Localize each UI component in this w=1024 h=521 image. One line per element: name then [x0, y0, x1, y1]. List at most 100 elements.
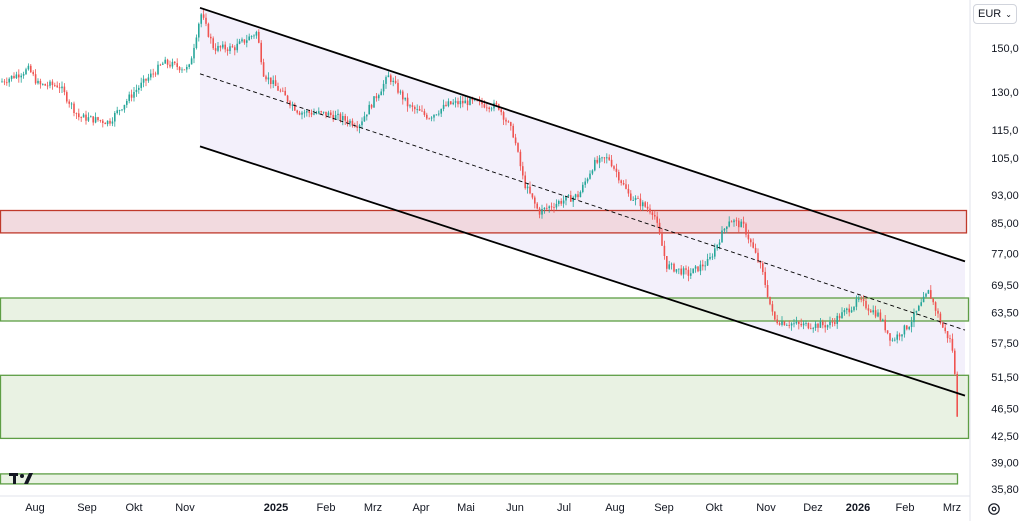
tradingview-logo[interactable] — [8, 470, 40, 486]
candle — [543, 207, 546, 214]
x-tick-label: 2026 — [846, 502, 870, 514]
candle — [171, 58, 174, 69]
candle — [565, 196, 567, 206]
candle-body — [937, 310, 939, 314]
candle-body — [274, 80, 277, 86]
candle-body — [260, 42, 262, 63]
y-tick-label: 39,00 — [991, 458, 1019, 470]
candle-body — [752, 242, 754, 248]
candle — [872, 305, 874, 315]
candle-body — [51, 81, 54, 86]
candle — [687, 266, 690, 282]
candle — [421, 105, 423, 112]
candle — [85, 110, 87, 125]
candle-body — [574, 194, 577, 198]
y-tick-label: 77,00 — [991, 248, 1019, 260]
candle — [884, 315, 886, 333]
channel-lines[interactable] — [199, 6, 966, 397]
candle-body — [668, 264, 670, 269]
candle-body — [279, 90, 282, 92]
candle — [538, 206, 541, 219]
candle-body — [889, 333, 891, 341]
candle — [711, 253, 714, 260]
candle-body — [613, 166, 615, 169]
candle-body — [214, 48, 217, 51]
candle-body — [771, 304, 774, 312]
candle — [162, 61, 164, 65]
candle-body — [140, 82, 142, 88]
candle — [320, 110, 322, 115]
candle — [351, 118, 354, 128]
candle-body — [750, 239, 752, 243]
candle — [363, 111, 366, 122]
candle-body — [548, 206, 550, 209]
candle — [229, 43, 231, 54]
candle-body — [54, 85, 56, 86]
candle — [183, 69, 186, 71]
candle-body — [553, 207, 555, 208]
candle — [327, 110, 330, 116]
candle-body — [716, 244, 718, 249]
candle — [411, 102, 414, 112]
candle-body — [524, 175, 526, 189]
candle-body — [46, 85, 49, 87]
candle-body — [310, 112, 313, 115]
candle-body — [894, 339, 896, 341]
candle — [358, 123, 361, 134]
candle-body — [286, 95, 289, 102]
candle-body — [294, 104, 296, 111]
candle — [529, 181, 531, 195]
candle-body — [740, 221, 742, 228]
candle-body — [219, 45, 222, 48]
y-tick-label: 42,50 — [991, 431, 1019, 443]
x-tick-label: Feb — [317, 502, 336, 514]
x-tick-label: Nov — [175, 502, 195, 514]
candle — [649, 204, 651, 215]
candle-body — [879, 312, 882, 321]
candle-body — [531, 193, 534, 198]
candle-body — [675, 269, 678, 272]
candles — [1, 9, 958, 417]
candle — [584, 177, 586, 188]
candle — [423, 108, 426, 117]
y-axis-ticks[interactable]: 150,0 130,0 115,0 105,0 93,00 85,00 77,00 69,50… — [991, 43, 1019, 496]
candle — [956, 371, 958, 417]
candle-body — [193, 47, 195, 59]
candle — [694, 265, 697, 273]
candle — [740, 219, 742, 228]
candle-body — [207, 23, 210, 37]
candle-body — [867, 308, 870, 311]
x-axis-ticks[interactable]: Aug Sep Okt Nov 2025 Feb Mrz Apr Mai Jun Jul Aug Sep… — [25, 502, 961, 514]
candle-body — [877, 312, 879, 317]
candle-body — [200, 14, 202, 24]
candle-body — [634, 198, 637, 200]
settings-button[interactable] — [985, 500, 1003, 518]
candle — [174, 61, 176, 66]
candle-body — [481, 100, 483, 105]
candle — [457, 97, 459, 108]
candle-body — [555, 203, 558, 208]
candle-body — [543, 207, 546, 209]
candle — [80, 116, 82, 122]
candle-body — [956, 373, 958, 417]
candle — [678, 268, 680, 275]
zone-red-0 — [0, 209, 968, 234]
candle-body — [654, 215, 656, 217]
candle-body — [39, 80, 42, 85]
candle — [555, 199, 558, 210]
candle — [632, 196, 634, 201]
candle — [541, 204, 543, 219]
candle-body — [392, 80, 394, 82]
candle — [598, 155, 601, 169]
candle-body — [570, 195, 572, 202]
candle-body — [637, 198, 639, 199]
candle — [805, 320, 807, 327]
candle — [745, 222, 747, 238]
candle-body — [20, 75, 22, 78]
x-tick-label: Mai — [457, 502, 475, 514]
candle-body — [464, 100, 466, 104]
candle-body — [546, 207, 548, 209]
currency-selector[interactable]: EUR ⌄ — [973, 4, 1017, 24]
candle — [829, 316, 831, 329]
